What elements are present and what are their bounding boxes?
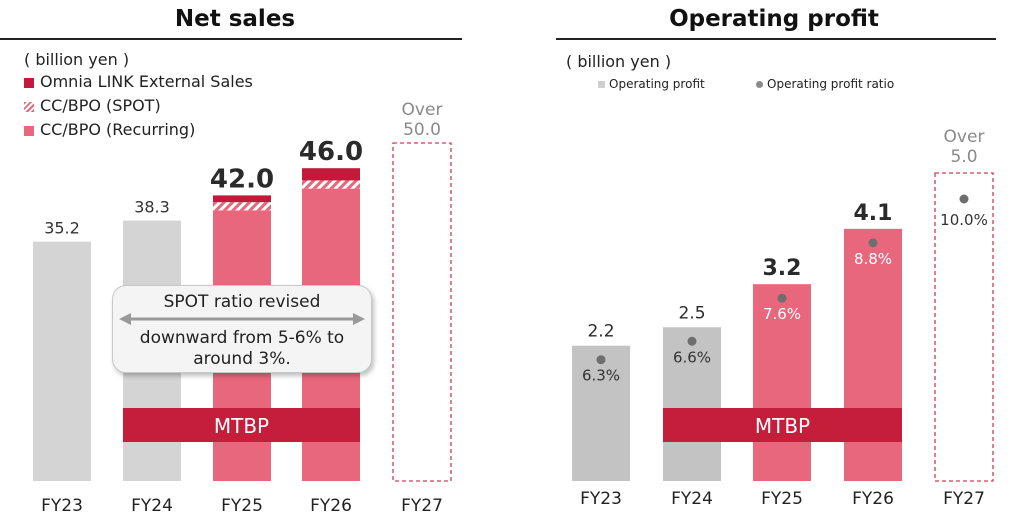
ratio-label-fy27: 10.0% [940, 211, 988, 229]
mtbp-band [663, 408, 902, 442]
mtbp-label: MTBP [214, 414, 269, 438]
x-tick-fy27: FY27 [943, 489, 985, 509]
target-label-over: Over [944, 127, 985, 147]
x-tick-fy26: FY26 [310, 496, 352, 516]
net-sales-title-underline [0, 38, 462, 40]
value-label-fy26: 4.1 [854, 201, 893, 226]
mtbp-label: MTBP [755, 414, 810, 438]
bar-operating-profit-fy23 [572, 345, 630, 481]
total-label-fy26: 46.0 [299, 137, 363, 167]
legend-spot: CC/BPO (SPOT) [24, 96, 161, 115]
ratio-label-fy26: 8.8% [854, 250, 892, 268]
net-sales-title: Net sales [174, 6, 296, 32]
legend-swatch-crimson [24, 77, 34, 88]
ratio-dot-fy26 [868, 238, 878, 248]
legend-recurring-label: CC/BPO (Recurring) [40, 120, 196, 139]
ratio-label-fy25: 7.6% [763, 305, 801, 323]
legend-swatch-hatched [24, 101, 34, 112]
legend-omnia-link-label: Omnia LINK External Sales [40, 72, 253, 91]
bar-operating-profit-fy24 [663, 327, 721, 481]
operating-profit-panel: Operating profit ( billion yen ) Operati… [548, 0, 1024, 519]
value-label-fy23: 2.2 [587, 322, 614, 342]
target-label-value: 5.0 [950, 147, 977, 167]
x-tick-fy23: FY23 [41, 496, 83, 516]
operating-profit-title-underline [556, 38, 996, 40]
legend-operating-profit-label: Operating profit [609, 77, 705, 91]
target-bar-fy27 [392, 142, 452, 482]
net-sales-panel: Net sales ( billion yen ) Omnia LINK Ext… [0, 0, 470, 519]
total-label-fy24: 38.3 [134, 198, 170, 217]
ratio-dot-fy27 [959, 194, 969, 204]
ratio-dot-fy23 [596, 355, 606, 365]
x-tick-fy25: FY25 [761, 489, 803, 509]
legend-operating-profit-ratio-label: Operating profit ratio [767, 77, 895, 91]
x-tick-fy24: FY24 [671, 489, 713, 509]
legend-recurring: CC/BPO (Recurring) [24, 120, 195, 139]
bar-omnia-fy25 [213, 195, 271, 203]
callout-line-2: downward from 5-6% to around 3%. [139, 328, 345, 369]
value-label-fy25: 3.2 [763, 256, 802, 281]
bar-operating-profit-fy25 [753, 284, 811, 481]
bar-spot-fy26 [302, 180, 360, 189]
ratio-dot-fy24 [687, 336, 697, 346]
net-sales-chart: 35.2 FY23 38.3 FY24 42.0 FY25 46.0 FY26 FY27 Over… [33, 100, 452, 516]
x-tick-fy24: FY24 [131, 496, 173, 516]
ratio-label-fy23: 6.3% [582, 367, 620, 385]
legend-square-gray [598, 81, 605, 88]
operating-profit-unit-label: ( billion yen ) [566, 52, 672, 71]
total-label-fy25: 42.0 [210, 164, 274, 194]
legend-operating-profit: Operating profit [598, 77, 705, 91]
legend-operating-profit-ratio: Operating profit ratio [756, 77, 894, 91]
x-tick-fy23: FY23 [580, 489, 622, 509]
double-arrow-icon [119, 313, 365, 325]
ratio-label-fy24: 6.6% [673, 348, 711, 366]
ratio-dot-fy25 [777, 293, 787, 303]
spot-ratio-callout: SPOT ratio revised downward from 5-6% to… [112, 285, 372, 373]
bar-recurring-fy23 [33, 241, 91, 481]
target-label-over: Over [402, 100, 443, 120]
bar-omnia-fy26 [302, 168, 360, 181]
value-label-fy24: 2.5 [678, 303, 705, 323]
legend-swatch-pink [24, 125, 34, 136]
operating-profit-title: Operating profit [669, 6, 879, 32]
legend-dot-gray [756, 81, 763, 88]
mtbp-band [123, 408, 360, 442]
operating-profit-chart: 2.2 6.3% FY23 2.5 6.6% FY24 3.2 7.6% FY25 4.1 8.8%… [572, 127, 994, 509]
x-tick-fy25: FY25 [221, 496, 263, 516]
total-label-fy23: 35.2 [44, 219, 80, 238]
callout-line-1: SPOT ratio revised [163, 292, 321, 312]
x-tick-fy26: FY26 [852, 489, 894, 509]
target-bar-fy27 [934, 172, 994, 482]
legend-spot-label: CC/BPO (SPOT) [40, 96, 161, 115]
target-label-value: 50.0 [403, 120, 441, 140]
bar-spot-fy25 [213, 202, 271, 211]
x-tick-fy27: FY27 [401, 496, 443, 516]
legend-omnia-link: Omnia LINK External Sales [24, 72, 253, 91]
net-sales-unit-label: ( billion yen ) [24, 50, 130, 69]
